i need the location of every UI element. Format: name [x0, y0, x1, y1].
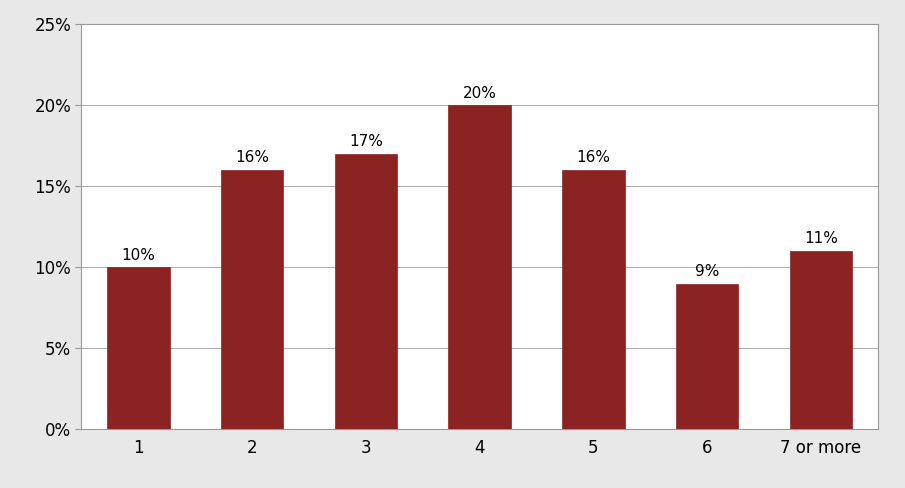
Bar [790, 251, 853, 429]
Bar [107, 267, 169, 429]
Bar [562, 170, 624, 429]
Bar [448, 105, 511, 429]
Bar [335, 154, 397, 429]
Text: 9%: 9% [695, 264, 719, 279]
Text: 11%: 11% [804, 231, 838, 246]
Text: 16%: 16% [235, 150, 269, 165]
Text: 16%: 16% [576, 150, 610, 165]
Text: 17%: 17% [349, 134, 383, 149]
Bar [676, 284, 738, 429]
Text: 10%: 10% [121, 247, 156, 263]
Text: 20%: 20% [462, 85, 497, 101]
Bar [221, 170, 283, 429]
